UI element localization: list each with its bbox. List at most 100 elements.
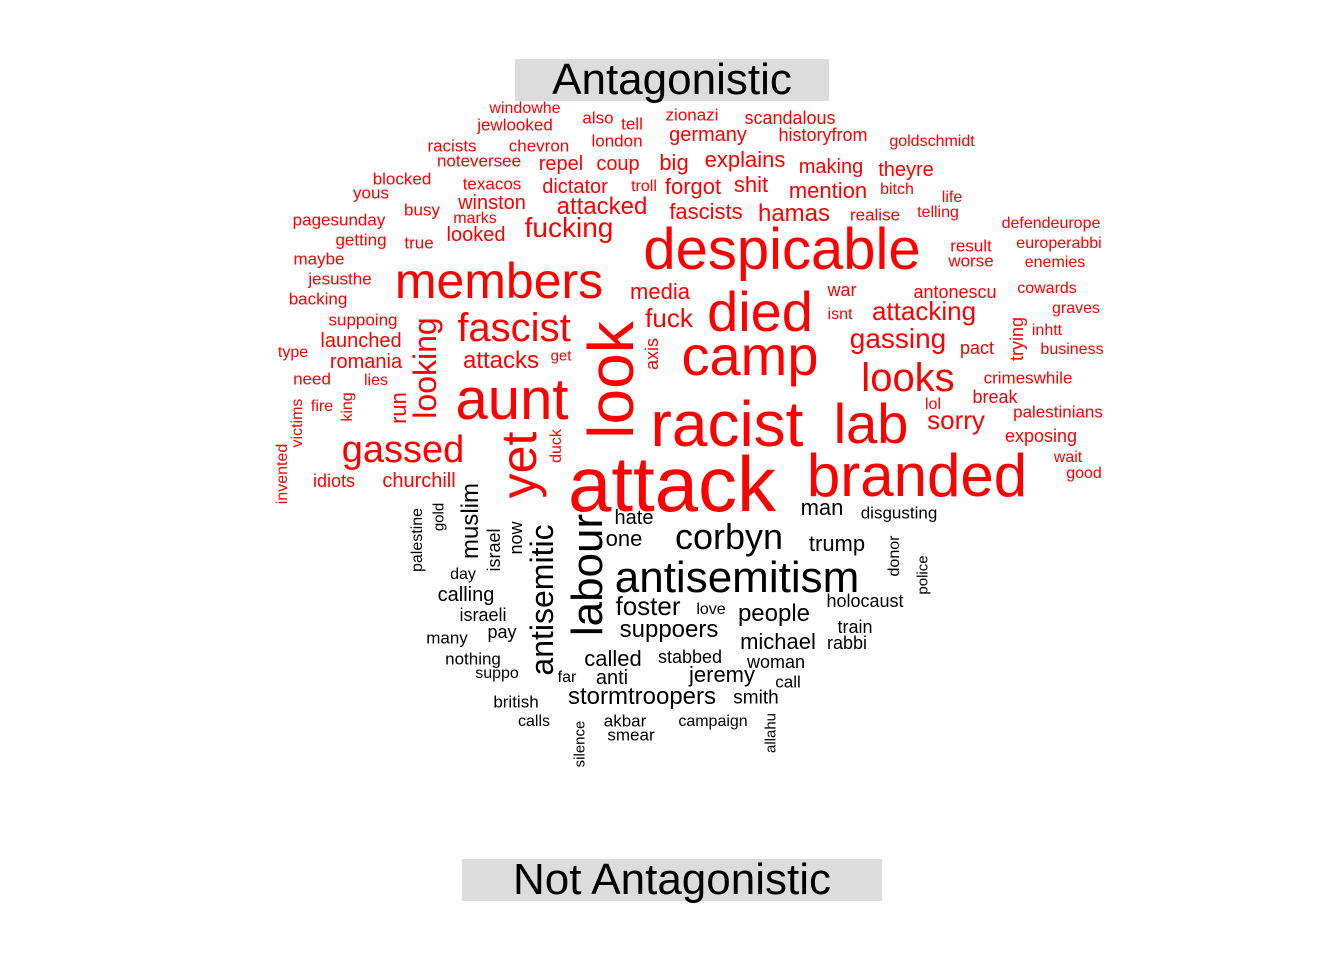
cloud-word-smith: smith — [733, 687, 779, 709]
cloud-word-michael: michael — [740, 629, 816, 654]
cloud-word-noteversee: noteversee — [436, 151, 522, 171]
cloud-word-isnt: isnt — [827, 306, 853, 323]
cloud-word-sorry: sorry — [927, 405, 985, 435]
cloud-word-disgusting: disgusting — [860, 503, 938, 523]
cloud-word-result: result — [950, 236, 992, 256]
cloud-word-troll: troll — [631, 178, 657, 195]
cloud-word-need: need — [293, 369, 331, 389]
cloud-word-war: war — [827, 280, 857, 300]
cloud-word-jewlooked: jewlooked — [477, 115, 553, 135]
cloud-word-get: get — [550, 347, 572, 365]
cloud-word-israel: israel — [484, 528, 504, 572]
cloud-word-telling: telling — [917, 204, 959, 221]
cloud-word-racist: racist — [650, 388, 804, 460]
cloud-word-nothing: nothing — [445, 649, 501, 669]
cloud-word-exposing: exposing — [1004, 426, 1078, 446]
cloud-word-historyfrom: historyfrom — [778, 125, 868, 145]
cloud-word-attacked: attacked — [556, 193, 648, 220]
cloud-word-donor: donor — [886, 535, 903, 577]
cloud-word-scandalous: scandalous — [744, 108, 836, 128]
cloud-word-tell: tell — [621, 114, 643, 134]
cloud-word-trump: trump — [808, 531, 866, 556]
cloud-word-antisemitism: antisemitism — [614, 553, 860, 602]
cloud-word-attacking: attacking — [871, 296, 977, 326]
cloud-word-suppo: suppo — [475, 665, 519, 682]
cloud-word-campaign: campaign — [678, 713, 748, 730]
cloud-word-repel: repel — [538, 153, 584, 175]
cloud-word-anti: anti — [595, 667, 629, 689]
cloud-word-lol: lol — [924, 396, 942, 413]
cloud-word-corbyn: corbyn — [674, 516, 784, 557]
cloud-word-big: big — [659, 150, 689, 175]
cloud-word-fucking: fucking — [524, 212, 614, 243]
cloud-word-theyre: theyre — [878, 159, 934, 181]
cloud-word-winston: winston — [458, 192, 526, 214]
cloud-word-inhtt: inhtt — [1031, 322, 1063, 339]
cloud-word-worse: worse — [948, 251, 994, 271]
cloud-word-stormtroopers: stormtroopers — [567, 683, 717, 710]
cloud-word-gold: gold — [430, 502, 448, 532]
cloud-word-true: true — [404, 233, 434, 253]
cloud-word-silence: silence — [571, 720, 589, 768]
cloud-word-palestinians: palestinians — [1013, 402, 1103, 422]
cloud-word-calling: calling — [437, 584, 495, 606]
group-label-antagonistic: Antagonistic — [515, 58, 829, 102]
cloud-word-europerabbi: europerabbi — [1016, 235, 1102, 252]
cloud-word-gassed: gassed — [341, 429, 465, 471]
cloud-word-stabbed: stabbed — [657, 647, 723, 667]
cloud-word-akbar: akbar — [603, 711, 647, 731]
cloud-word-looking: looking — [407, 317, 443, 419]
cloud-word-pay: pay — [487, 622, 517, 642]
cloud-word-enemies: enemies — [1024, 254, 1086, 271]
cloud-word-rabbi: rabbi — [826, 633, 868, 653]
cloud-word-woman: woman — [746, 652, 806, 672]
cloud-word-fire: fire — [310, 398, 334, 415]
cloud-word-suppoers: suppoers — [619, 616, 719, 643]
cloud-word-life: life — [941, 189, 963, 206]
cloud-word-yous: yous — [353, 183, 389, 203]
cloud-word-branded: branded — [806, 442, 1028, 509]
cloud-word-marks: marks — [453, 210, 497, 227]
cloud-word-duck: duck — [548, 429, 565, 463]
cloud-word-fascist: fascist — [457, 306, 571, 350]
cloud-word-wait: wait — [1053, 449, 1083, 466]
cloud-word-man: man — [800, 495, 844, 520]
cloud-word-blocked: blocked — [372, 169, 432, 189]
cloud-word-dictator: dictator — [542, 176, 608, 198]
cloud-word-racists: racists — [427, 136, 477, 156]
cloud-word-gassing: gassing — [849, 323, 947, 354]
cloud-word-getting: getting — [335, 230, 387, 250]
cloud-word-antonescu: antonescu — [913, 282, 997, 302]
cloud-word-break: break — [972, 387, 1018, 407]
cloud-word-windowhe: windowhe — [489, 100, 561, 117]
cloud-word-explains: explains — [704, 147, 786, 172]
cloud-word-victims: victims — [289, 398, 306, 448]
group-label-not-antagonistic: Not Antagonistic — [462, 858, 882, 902]
cloud-word-crimeswhile: crimeswhile — [983, 368, 1073, 388]
cloud-word-israeli: israeli — [459, 605, 507, 625]
cloud-word-maybe: maybe — [293, 249, 345, 269]
cloud-word-looked: looked — [446, 224, 506, 246]
cloud-word-lab: lab — [833, 392, 909, 455]
cloud-word-graves: graves — [1051, 300, 1101, 317]
cloud-word-busy: busy — [404, 200, 440, 220]
cloud-word-far: far — [557, 669, 577, 686]
cloud-word-muslim: muslim — [457, 483, 484, 559]
cloud-word-churchill: churchill — [382, 470, 456, 492]
cloud-word-invented: invented — [274, 443, 291, 505]
cloud-word-bitch: bitch — [880, 181, 914, 198]
cloud-word-one: one — [605, 526, 643, 551]
cloud-word-fascists: fascists — [669, 199, 743, 224]
cloud-word-aunt: aunt — [455, 367, 569, 432]
cloud-word-antisemitic: antisemitic — [524, 524, 560, 676]
cloud-word-business: business — [1040, 341, 1104, 358]
cloud-word-died: died — [707, 280, 813, 343]
cloud-word-attacks: attacks — [462, 347, 540, 374]
cloud-word-day: day — [450, 566, 476, 583]
cloud-word-run: run — [386, 392, 411, 424]
cloud-word-making: making — [798, 156, 864, 178]
cloud-word-chevron: chevron — [508, 136, 570, 156]
cloud-word-defendeurope: defendeurope — [1001, 215, 1101, 232]
cloud-word-many: many — [426, 628, 468, 648]
cloud-word-allahu: allahu — [762, 712, 780, 754]
